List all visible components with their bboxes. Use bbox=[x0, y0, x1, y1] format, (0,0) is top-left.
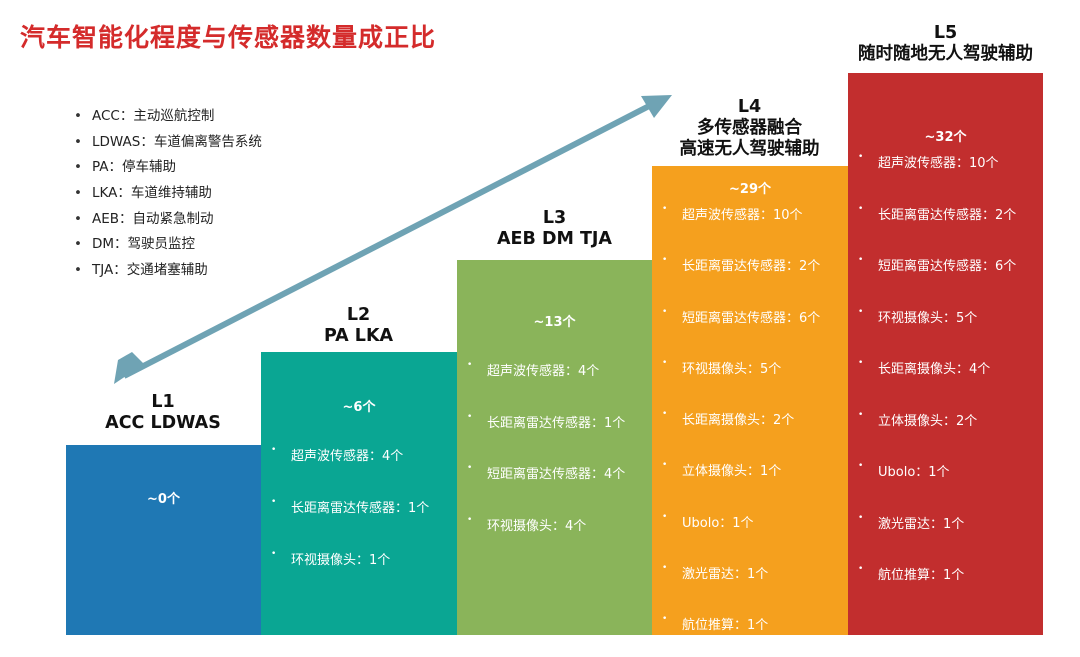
level-name: L3 bbox=[542, 208, 567, 228]
list-item: • 激光雷达：1个 bbox=[858, 512, 965, 532]
list-item: • 短距离雷达传感器：4个 bbox=[467, 463, 626, 482]
level-bar-l3: ~13个 • 超声波传感器：4个 • 长距离雷达传感器：1个 • 短距离雷达传感器：4… bbox=[457, 260, 652, 635]
level-label-l5: L5 随时随地无人驾驶辅助 bbox=[848, 23, 1043, 65]
list-item: • 长距离雷达传感器：1个 bbox=[467, 411, 626, 431]
level-name: L5 bbox=[933, 23, 958, 43]
sensor-list: • 超声波传感器：4个 • 长距离雷达传感器：1个 • 短距离雷达传感器：4个 • 环视… bbox=[457, 360, 652, 566]
list-item: • 航位推算：1个 bbox=[858, 564, 965, 583]
list-item: • Ubolo：1个 bbox=[662, 511, 754, 531]
list-item: • 立体摄像头：2个 bbox=[858, 409, 978, 429]
list-item: • 长距离摄像头：2个 bbox=[662, 409, 795, 429]
page-title: 汽车智能化程度与传感器数量成正比 bbox=[20, 23, 437, 52]
list-item: • 环视摄像头：1个 bbox=[271, 549, 391, 568]
level-bar-l4: ~29个 • 超声波传感器：10个 • 长距离雷达传感器：2个 • 短距离雷达传感器：… bbox=[652, 166, 848, 635]
abbreviation-legend: ACC：主动巡航控制 LDWAS：车道偏离警告系统 PA：停车辅助 LKA：车道… bbox=[72, 104, 262, 284]
level-subtitle: PA LKA bbox=[323, 326, 394, 346]
list-item: • 超声波传感器：4个 bbox=[467, 360, 600, 379]
level-label-l2: L2 PA LKA bbox=[261, 305, 456, 347]
list-item: • 激光雷达：1个 bbox=[662, 563, 769, 583]
sensor-count: ~13个 bbox=[533, 315, 576, 330]
level-bar-l5: ~32个 • 超声波传感器：10个 • 长距离雷达传感器：2个 • 短距离雷达传感器：… bbox=[848, 73, 1043, 635]
sensor-count: ~0个 bbox=[147, 492, 180, 507]
level-label-l1: L1 ACC LDWAS bbox=[66, 392, 260, 434]
level-subtitle: 随时随地无人驾驶辅助 bbox=[858, 44, 1033, 64]
list-item: • 超声波传感器：4个 bbox=[271, 445, 404, 464]
sensor-count: ~32个 bbox=[924, 130, 967, 145]
level-label-l4: L4 多传感器融合 高速无人驾驶辅助 bbox=[652, 97, 847, 160]
legend-item: PA：停车辅助 bbox=[72, 155, 262, 181]
legend-item: DM：驾驶员监控 bbox=[72, 232, 262, 258]
list-item: • Ubolo：1个 bbox=[858, 461, 950, 480]
level-bar-l1: ~0个 bbox=[66, 445, 261, 635]
list-item: • 环视摄像头：5个 bbox=[858, 306, 978, 326]
list-item: • 长距离雷达传感器：2个 bbox=[662, 255, 821, 275]
list-item: • 长距离摄像头：4个 bbox=[858, 358, 991, 377]
legend-item: AEB：自动紧急制动 bbox=[72, 207, 262, 233]
sensor-list: • 超声波传感器：4个 • 长距离雷达传感器：1个 • 环视摄像头：1个 bbox=[261, 445, 457, 601]
sensor-list: • 超声波传感器：10个 • 长距离雷达传感器：2个 • 短距离雷达传感器：6个 • 环… bbox=[848, 152, 1043, 584]
level-name: L1 bbox=[151, 392, 175, 412]
legend-item: LKA：车道维持辅助 bbox=[72, 181, 262, 207]
level-subtitle: 多传感器融合 bbox=[697, 118, 802, 138]
legend-item: TJA：交通堵塞辅助 bbox=[72, 258, 262, 284]
level-subtitle: ACC LDWAS bbox=[105, 413, 221, 433]
list-item: • 超声波传感器：10个 bbox=[858, 152, 999, 171]
level-name: L4 bbox=[737, 97, 762, 117]
sensor-count: ~29个 bbox=[729, 182, 771, 197]
sensor-count: ~6个 bbox=[342, 400, 376, 415]
level-bar-l2: ~6个 • 超声波传感器：4个 • 长距离雷达传感器：1个 • 环视摄像头：1个 bbox=[261, 352, 457, 635]
level-subtitle: 高速无人驾驶辅助 bbox=[679, 139, 820, 159]
list-item: • 短距离雷达传感器：6个 bbox=[662, 306, 821, 326]
list-item: • 环视摄像头：5个 bbox=[662, 357, 782, 377]
list-item: • 长距离雷达传感器：1个 bbox=[271, 497, 430, 516]
list-item: • 长距离雷达传感器：2个 bbox=[858, 203, 1017, 223]
level-subtitle: AEB DM TJA bbox=[497, 229, 612, 249]
list-item: • 短距离雷达传感器：6个 bbox=[858, 255, 1017, 274]
list-item: • 环视摄像头：4个 bbox=[467, 514, 587, 534]
list-item: • 立体摄像头：1个 bbox=[662, 460, 782, 480]
level-label-l3: L3 AEB DM TJA bbox=[457, 208, 652, 250]
list-item: • 超声波传感器：10个 bbox=[662, 204, 803, 223]
legend-item: ACC：主动巡航控制 bbox=[72, 104, 262, 130]
level-name: L2 bbox=[346, 305, 371, 325]
list-item: • 航位推算：1个 bbox=[662, 614, 769, 634]
sensor-list: • 超声波传感器：10个 • 长距离雷达传感器：2个 • 短距离雷达传感器：6个 • 环… bbox=[652, 204, 848, 634]
legend-item: LDWAS：车道偏离警告系统 bbox=[72, 130, 262, 156]
